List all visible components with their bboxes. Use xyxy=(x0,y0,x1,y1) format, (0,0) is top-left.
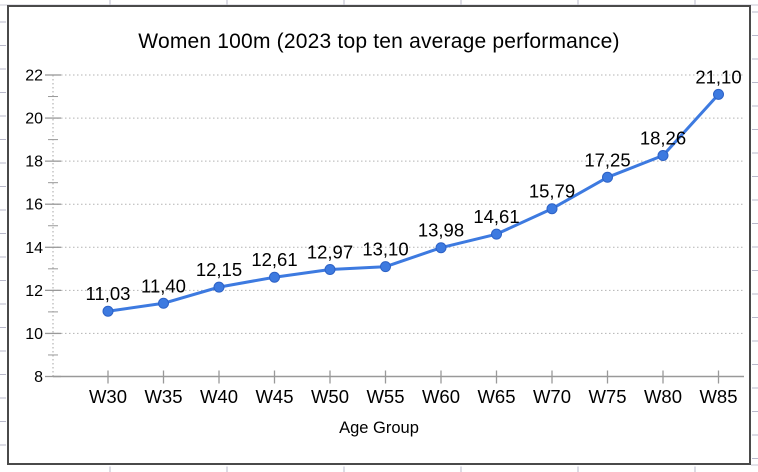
y-tick-label: 8 xyxy=(34,369,43,386)
data-label-w45: 12,61 xyxy=(251,249,297,270)
data-point-w45[interactable] xyxy=(269,271,280,283)
y-tick-label: 16 xyxy=(25,197,43,214)
data-label-w70: 15,79 xyxy=(529,181,575,202)
data-label-w50: 12,97 xyxy=(307,241,353,262)
x-axis-title: Age Group xyxy=(339,419,419,437)
x-tick-label-w75: W75 xyxy=(588,386,626,407)
data-label-w75: 17,25 xyxy=(584,149,630,170)
x-tick-label-w40: W40 xyxy=(200,386,238,407)
y-tick-label: 10 xyxy=(25,326,43,343)
x-tick-label-w60: W60 xyxy=(422,386,460,407)
y-tick-label: 12 xyxy=(25,283,43,300)
data-label-w85: 21,10 xyxy=(695,66,741,87)
x-tick-label-w70: W70 xyxy=(533,386,571,407)
x-tick-label-w35: W35 xyxy=(144,386,182,407)
x-tick-label-w45: W45 xyxy=(255,386,293,407)
data-point-w55[interactable] xyxy=(380,261,391,273)
data-label-w80: 18,26 xyxy=(640,128,686,149)
data-label-w40: 12,15 xyxy=(196,259,242,280)
data-point-w65[interactable] xyxy=(491,228,502,240)
data-label-w30: 11,03 xyxy=(86,283,131,304)
data-point-w40[interactable] xyxy=(213,281,225,293)
data-point-w85[interactable] xyxy=(713,88,724,100)
data-point-w80[interactable] xyxy=(657,150,669,162)
y-tick-label: 20 xyxy=(25,111,43,128)
chart-object-frame[interactable] xyxy=(7,5,751,465)
data-point-w60[interactable] xyxy=(435,242,447,254)
series-line xyxy=(106,92,720,313)
data-point-w30[interactable] xyxy=(102,305,114,317)
y-tick-label: 18 xyxy=(25,154,43,171)
data-point-w70[interactable] xyxy=(546,203,558,215)
x-tick-label-w85: W85 xyxy=(699,386,737,407)
y-tick-label: 14 xyxy=(25,240,43,257)
x-tick-label-w80: W80 xyxy=(644,386,682,407)
data-label-w55: 13,10 xyxy=(362,239,408,260)
data-point-w35[interactable] xyxy=(158,297,169,309)
x-tick-label-w55: W55 xyxy=(366,386,404,407)
x-tick-label-w30: W30 xyxy=(89,386,127,407)
data-point-w75[interactable] xyxy=(602,171,613,183)
data-point-w50[interactable] xyxy=(324,263,336,275)
data-label-w35: 11,40 xyxy=(141,275,186,296)
data-label-w65: 14,61 xyxy=(473,206,519,227)
chart-title: Women 100m (2023 top ten average perform… xyxy=(138,30,620,53)
x-tick-label-w65: W65 xyxy=(477,386,515,407)
x-tick-label-w50: W50 xyxy=(311,386,349,407)
y-tick-label: 22 xyxy=(25,67,43,84)
data-label-w60: 13,98 xyxy=(418,220,464,241)
